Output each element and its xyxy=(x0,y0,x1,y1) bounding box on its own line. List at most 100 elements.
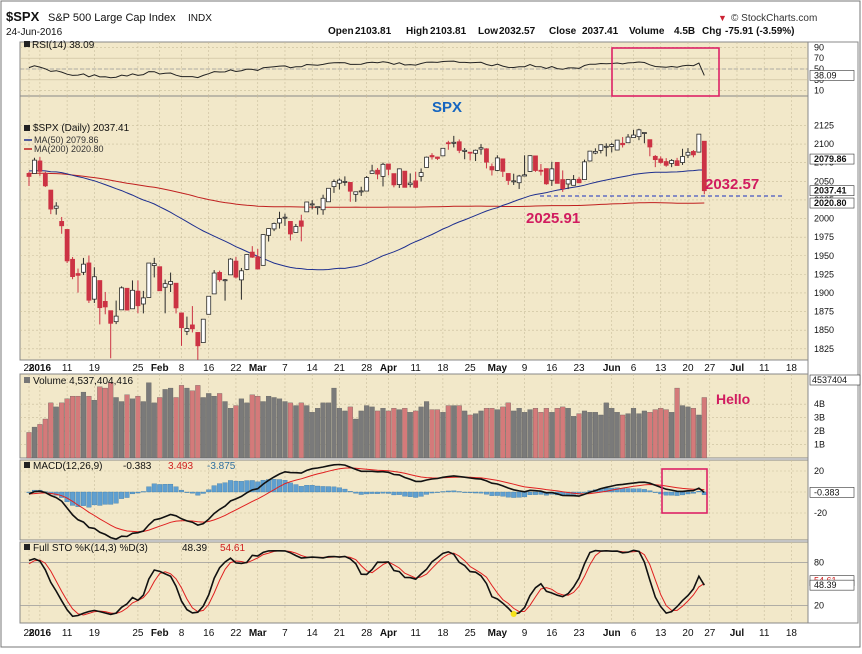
volume-bar xyxy=(380,408,386,459)
macd-hist-bar xyxy=(353,491,359,494)
macd-hist-bar xyxy=(696,491,702,493)
candle-body xyxy=(347,182,353,192)
volume-bar xyxy=(135,395,141,459)
volume-bar xyxy=(184,387,190,459)
candle-body xyxy=(184,328,190,332)
candle-body xyxy=(151,263,157,266)
volume-bar xyxy=(119,401,125,459)
macd-hist-bar xyxy=(70,491,76,506)
candle-body xyxy=(244,254,250,270)
candle-body xyxy=(407,182,413,186)
volume-bar xyxy=(434,409,440,459)
volume-bar xyxy=(75,395,81,459)
macd-hist-bar xyxy=(500,491,506,497)
volume-tick: 1B xyxy=(814,440,825,450)
x-axis-label: 21 xyxy=(334,363,346,374)
candle-body xyxy=(288,221,293,235)
header-exchange: INDX xyxy=(188,13,212,24)
macd-hist-bar xyxy=(505,491,511,498)
macd-hist-bar xyxy=(168,483,174,493)
x-axis-label: 28 xyxy=(23,628,35,639)
volume-bar xyxy=(358,410,364,459)
price-label-ma50: 2079.86 xyxy=(814,154,847,164)
price-legend-main: $SPX (Daily) 2037.41 xyxy=(33,123,130,134)
volume-bar xyxy=(413,410,419,459)
rsi-tick: 70 xyxy=(814,53,824,63)
volume-bar xyxy=(168,387,174,459)
volume-value-box xyxy=(809,374,861,386)
candle-body xyxy=(331,181,337,187)
candle-body xyxy=(173,282,179,309)
volume-bar xyxy=(249,394,255,459)
volume-bar xyxy=(151,402,157,459)
macd-hist-bar xyxy=(527,491,533,495)
volume-bar xyxy=(391,408,397,459)
candle-body xyxy=(429,155,435,158)
macd-hist-bar xyxy=(217,483,223,493)
x-axis-label: 11 xyxy=(759,628,770,639)
volume-bar xyxy=(522,412,528,459)
volume-bar xyxy=(385,410,391,459)
macd-hist-bar xyxy=(119,491,125,499)
macd-hist-bar xyxy=(184,491,190,493)
candle-body xyxy=(64,229,70,262)
annotation-hello: Hello xyxy=(716,391,750,407)
candle-body xyxy=(140,297,146,305)
x-axis-label: 11 xyxy=(62,628,73,639)
candle-body xyxy=(625,136,631,144)
volume-bar xyxy=(402,408,408,459)
macd-hist-bar xyxy=(647,490,653,493)
volume-bar xyxy=(244,402,250,459)
volume-bar xyxy=(206,393,212,459)
x-axis-label: 13 xyxy=(655,363,667,374)
candle-body xyxy=(70,258,75,278)
price-legend-ma50: MA(50) 2079.86 xyxy=(34,135,99,145)
volume-bar xyxy=(293,405,299,459)
volume-bar xyxy=(59,402,65,459)
volume-bar xyxy=(543,408,549,459)
volume-bar xyxy=(129,398,136,459)
x-axis-label: 8 xyxy=(179,628,185,639)
macd-hist-bar xyxy=(652,491,658,493)
header-close: 2037.41 xyxy=(582,26,619,37)
price-label-close: 2037.41 xyxy=(814,186,847,196)
macd-hist-bar xyxy=(189,491,195,494)
volume-tick: 4B xyxy=(814,399,825,409)
rsi-current-label: 38.09 xyxy=(814,70,837,80)
sto-k-box xyxy=(809,579,855,591)
candle-body xyxy=(424,156,429,168)
candle-body xyxy=(304,201,310,213)
macd-line xyxy=(28,463,705,540)
volume-bar xyxy=(538,412,544,459)
candle-body xyxy=(467,151,473,154)
x-axis-label: 25 xyxy=(132,628,144,639)
volume-bar xyxy=(342,410,348,459)
macd-hist-bar xyxy=(413,491,419,498)
macd-hist-bar xyxy=(533,491,538,495)
sto-legend-d: 54.61 xyxy=(220,543,245,554)
sto-d-line xyxy=(28,550,705,616)
macd-legend-v1: -0.383 xyxy=(123,461,152,472)
macd-hist-bar xyxy=(380,491,386,494)
header-high: 2103.81 xyxy=(430,26,467,37)
macd-hist-bar xyxy=(478,491,484,494)
macd-hist-bar xyxy=(489,491,495,496)
sto-tick: 20 xyxy=(814,601,824,611)
sto-label-k: 48.39 xyxy=(814,580,837,590)
x-axis-label: 9 xyxy=(522,628,528,639)
candle-body xyxy=(315,206,321,209)
macd-hist-bar xyxy=(473,491,479,494)
candle-body xyxy=(669,160,675,164)
macd-hist-bar xyxy=(146,486,152,493)
candle-body xyxy=(609,144,615,147)
volume-bar xyxy=(364,405,370,459)
candle-body xyxy=(489,166,495,171)
macd-hist-bar xyxy=(86,491,92,508)
volume-bar xyxy=(347,406,353,459)
macd-hist-bar xyxy=(424,491,430,495)
candle-body xyxy=(369,170,375,174)
volume-bar xyxy=(701,397,707,459)
macd-hist-bar xyxy=(369,491,375,494)
annotation-2025: 2025.91 xyxy=(526,210,580,227)
candle-body xyxy=(255,256,261,270)
